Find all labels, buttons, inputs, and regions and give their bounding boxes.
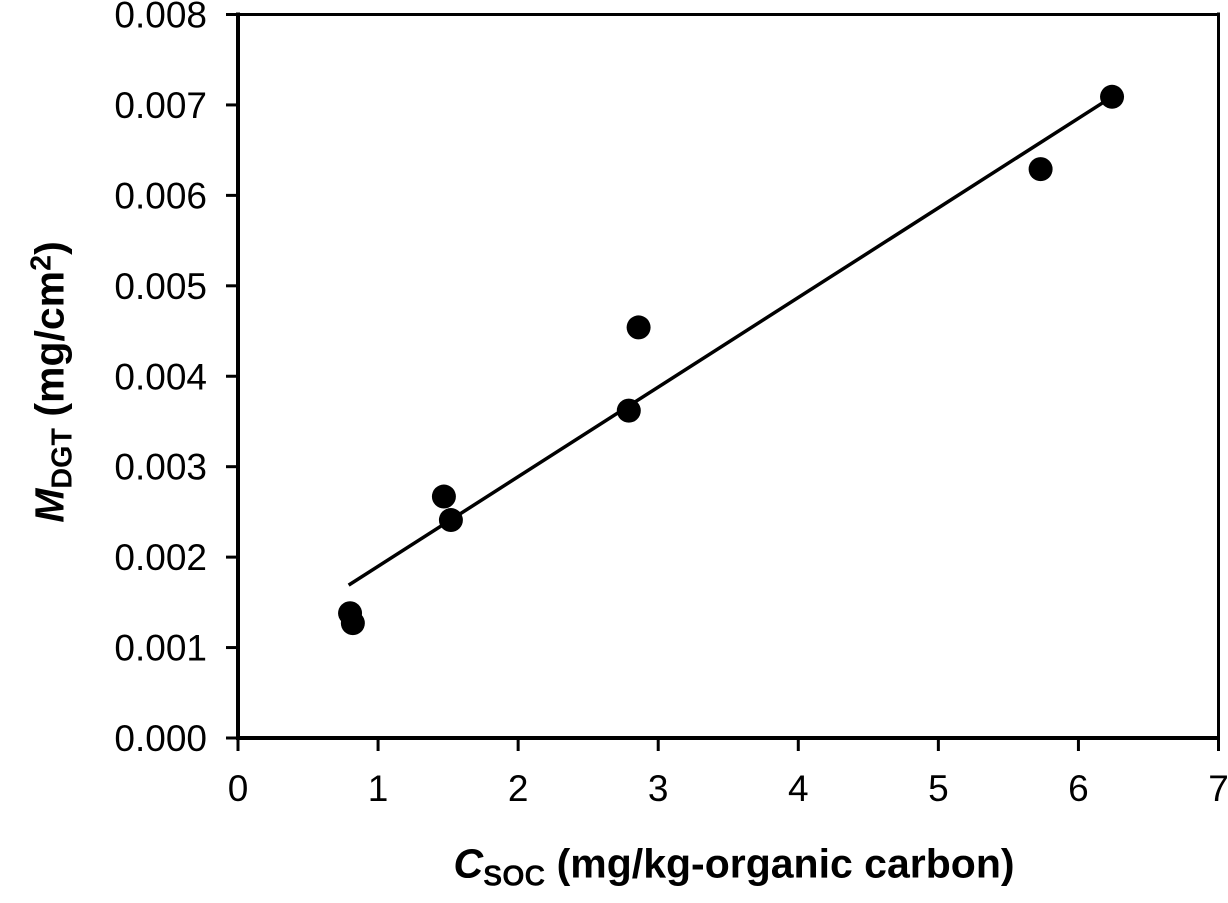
y-tick-label: 0.006 bbox=[114, 175, 207, 216]
x-tick-label: 3 bbox=[648, 768, 669, 809]
y-axis-unit-pre: (mg/cm bbox=[26, 270, 73, 429]
y-axis-subscript: DGT bbox=[46, 428, 79, 489]
y-tick-label: 0.003 bbox=[114, 447, 207, 488]
trend-line bbox=[347, 95, 1113, 587]
data-point bbox=[1100, 84, 1125, 109]
x-tick-label: 1 bbox=[368, 768, 389, 809]
data-point bbox=[438, 508, 463, 533]
y-axis-unit-superscript: 2 bbox=[25, 254, 58, 271]
y-tick-label: 0.000 bbox=[114, 718, 207, 759]
data-point bbox=[1028, 157, 1053, 182]
y-axis-unit-post: ) bbox=[26, 241, 73, 255]
y-tick-label: 0.007 bbox=[114, 85, 207, 126]
x-tick-label: 7 bbox=[1208, 768, 1228, 809]
data-point bbox=[616, 398, 641, 423]
data-point bbox=[340, 611, 365, 636]
x-tick-label: 6 bbox=[1068, 768, 1089, 809]
x-tick-label: 4 bbox=[788, 768, 809, 809]
y-axis-title-text: MDGT (mg/cm2) bbox=[25, 241, 79, 523]
x-axis-subscript: SOC bbox=[483, 860, 546, 893]
x-tick-label: 5 bbox=[928, 768, 949, 809]
x-tick-label: 0 bbox=[228, 768, 249, 809]
y-axis-variable: M bbox=[26, 488, 73, 523]
y-tick-label: 0.005 bbox=[114, 266, 207, 307]
data-point bbox=[626, 315, 651, 340]
y-tick-label: 0.004 bbox=[114, 356, 207, 397]
data-point bbox=[431, 484, 456, 509]
x-axis-variable: C bbox=[453, 840, 484, 887]
y-tick-label: 0.002 bbox=[114, 537, 207, 578]
y-tick-label: 0.008 bbox=[114, 0, 207, 36]
x-axis-title-text: CSOC (mg/kg-organic carbon) bbox=[453, 840, 1015, 891]
x-tick-label: 2 bbox=[508, 768, 529, 809]
y-tick-label: 0.001 bbox=[114, 628, 207, 669]
x-axis-unit: (mg/kg-organic carbon) bbox=[545, 840, 1015, 887]
